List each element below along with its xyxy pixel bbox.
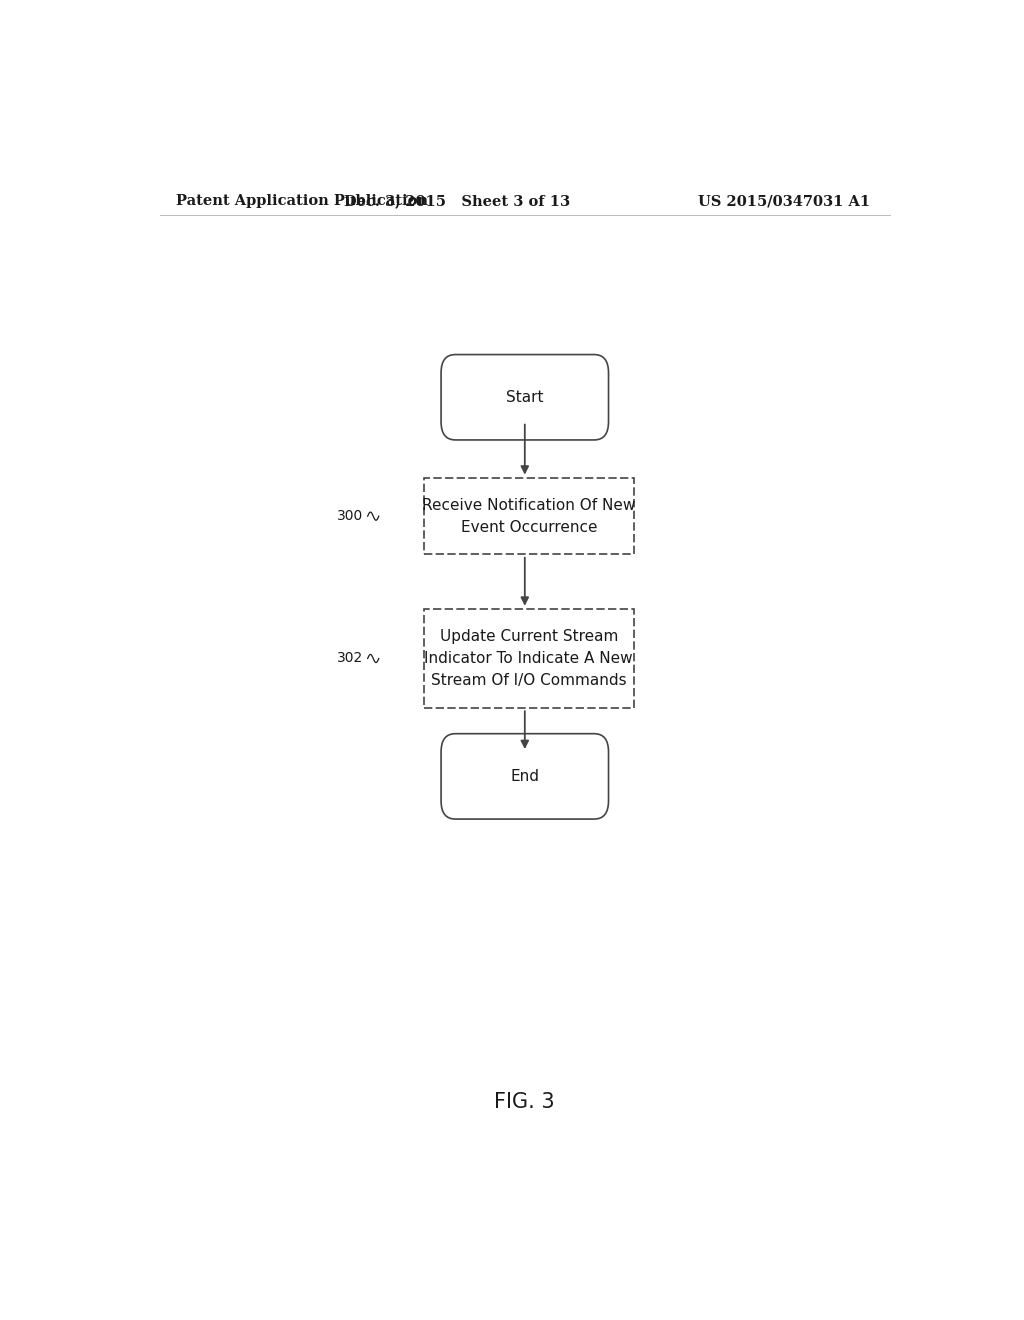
- Text: Update Current Stream
Indicator To Indicate A New
Stream Of I/O Commands: Update Current Stream Indicator To Indic…: [425, 628, 633, 688]
- Text: US 2015/0347031 A1: US 2015/0347031 A1: [698, 194, 870, 209]
- Text: End: End: [510, 768, 540, 784]
- FancyBboxPatch shape: [441, 734, 608, 818]
- Text: 300: 300: [337, 510, 362, 523]
- Text: Patent Application Publication: Patent Application Publication: [176, 194, 428, 209]
- Text: 302: 302: [337, 652, 362, 665]
- Bar: [424, 478, 634, 554]
- Text: Receive Notification Of New
Event Occurrence: Receive Notification Of New Event Occurr…: [422, 498, 636, 535]
- Text: Dec. 3, 2015   Sheet 3 of 13: Dec. 3, 2015 Sheet 3 of 13: [344, 194, 570, 209]
- Bar: [424, 609, 634, 709]
- FancyBboxPatch shape: [441, 355, 608, 440]
- Text: FIG. 3: FIG. 3: [495, 1092, 555, 1111]
- Text: Start: Start: [506, 389, 544, 405]
